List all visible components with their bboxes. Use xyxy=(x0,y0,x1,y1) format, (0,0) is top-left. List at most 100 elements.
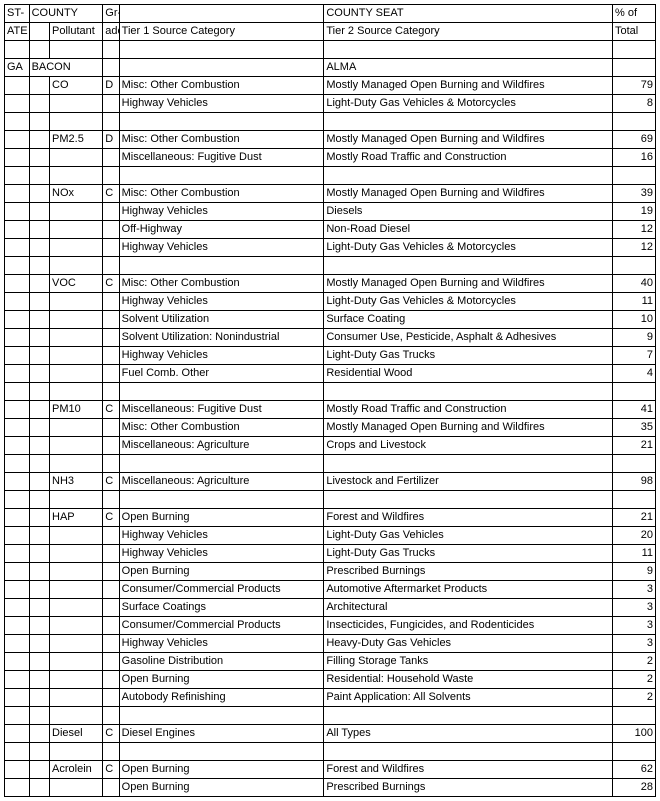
tier2-cell: Light-Duty Gas Vehicles & Motorcycles xyxy=(324,239,613,257)
tier2-cell: Forest and Wildfires xyxy=(324,761,613,779)
tier1-cell: Off-Highway xyxy=(119,221,324,239)
tier2-cell: Forest and Wildfires xyxy=(324,509,613,527)
pollutant-cell: Acrolein xyxy=(50,761,103,779)
pollutant-cell: PM2.5 xyxy=(50,131,103,149)
tier1-cell: Diesel Engines xyxy=(119,725,324,743)
tier1-cell: Open Burning xyxy=(119,509,324,527)
blank-row xyxy=(5,743,656,761)
tier2-cell: Architectural xyxy=(324,599,613,617)
data-row: Highway VehiclesLight-Duty Gas Trucks11 xyxy=(5,545,656,563)
data-row: CODMisc: Other CombustionMostly Managed … xyxy=(5,77,656,95)
tier1-cell: Open Burning xyxy=(119,761,324,779)
grade-cell: D xyxy=(103,77,119,95)
tier2-cell: Heavy-Duty Gas Vehicles xyxy=(324,635,613,653)
grade-cell: C xyxy=(103,725,119,743)
pct-cell: 7 xyxy=(612,347,655,365)
data-row: Highway VehiclesHeavy-Duty Gas Vehicles3 xyxy=(5,635,656,653)
pct-cell: 69 xyxy=(612,131,655,149)
tier2-cell: Mostly Managed Open Burning and Wildfire… xyxy=(324,131,613,149)
hdr-county: COUNTY xyxy=(29,5,103,23)
tier2-cell: Light-Duty Gas Vehicles & Motorcycles xyxy=(324,293,613,311)
tier2-cell: Mostly Road Traffic and Construction xyxy=(324,401,613,419)
tier1-cell: Open Burning xyxy=(119,779,324,797)
hdr-pct: % of xyxy=(612,5,655,23)
pct-cell: 41 xyxy=(612,401,655,419)
pct-cell: 9 xyxy=(612,563,655,581)
data-row: Open BurningPrescribed Burnings28 xyxy=(5,779,656,797)
pct-cell: 3 xyxy=(612,599,655,617)
blank-row xyxy=(5,41,656,59)
grade-cell: C xyxy=(103,275,119,293)
pct-cell: 11 xyxy=(612,293,655,311)
tier1-cell: Consumer/Commercial Products xyxy=(119,617,324,635)
tier1-cell: Highway Vehicles xyxy=(119,545,324,563)
hdr-grade: Gr- xyxy=(103,5,119,23)
data-row: Open BurningPrescribed Burnings9 xyxy=(5,563,656,581)
pct-cell: 62 xyxy=(612,761,655,779)
grade-cell: C xyxy=(103,401,119,419)
grade-cell: C xyxy=(103,509,119,527)
data-row: Consumer/Commercial ProductsAutomotive A… xyxy=(5,581,656,599)
tier1-cell: Highway Vehicles xyxy=(119,95,324,113)
tier2-cell: Prescribed Burnings xyxy=(324,779,613,797)
pct-cell: 9 xyxy=(612,329,655,347)
data-row: HAPCOpen BurningForest and Wildfires21 xyxy=(5,509,656,527)
hdr-state2: ATE xyxy=(5,23,30,41)
grade-cell: C xyxy=(103,473,119,491)
tier1-cell: Fuel Comb. Other xyxy=(119,365,324,383)
tier2-cell: Filling Storage Tanks xyxy=(324,653,613,671)
pct-cell: 39 xyxy=(612,185,655,203)
data-row: Miscellaneous: AgricultureCrops and Live… xyxy=(5,437,656,455)
county-row: GABACONALMA xyxy=(5,59,656,77)
pct-cell: 2 xyxy=(612,689,655,707)
pct-cell: 4 xyxy=(612,365,655,383)
pct-cell: 79 xyxy=(612,77,655,95)
tier1-cell: Gasoline Distribution xyxy=(119,653,324,671)
pollutant-cell: PM10 xyxy=(50,401,103,419)
blank-row xyxy=(5,113,656,131)
data-row: Highway VehiclesLight-Duty Gas Vehicles … xyxy=(5,293,656,311)
tier1-cell: Miscellaneous: Agriculture xyxy=(119,437,324,455)
tier1-cell: Surface Coatings xyxy=(119,599,324,617)
data-row: Highway VehiclesDiesels19 xyxy=(5,203,656,221)
data-row: Highway VehiclesLight-Duty Gas Vehicles … xyxy=(5,239,656,257)
grade-cell: C xyxy=(103,185,119,203)
blank-row xyxy=(5,257,656,275)
data-row: NOxCMisc: Other CombustionMostly Managed… xyxy=(5,185,656,203)
tier2-cell: Livestock and Fertilizer xyxy=(324,473,613,491)
data-row: VOCCMisc: Other CombustionMostly Managed… xyxy=(5,275,656,293)
tier2-cell: Light-Duty Gas Trucks xyxy=(324,545,613,563)
pct-cell: 35 xyxy=(612,419,655,437)
hdr-pollutant: Pollutant xyxy=(50,23,103,41)
tier2-cell: Diesels xyxy=(324,203,613,221)
pct-cell: 3 xyxy=(612,635,655,653)
hdr-tier2: Tier 2 Source Category xyxy=(324,23,613,41)
tier1-cell: Highway Vehicles xyxy=(119,203,324,221)
data-row: AcroleinCOpen BurningForest and Wildfire… xyxy=(5,761,656,779)
tier2-cell: Light-Duty Gas Vehicles & Motorcycles xyxy=(324,95,613,113)
tier2-cell: Mostly Managed Open Burning and Wildfire… xyxy=(324,419,613,437)
tier2-cell: All Types xyxy=(324,725,613,743)
data-row: Fuel Comb. OtherResidential Wood4 xyxy=(5,365,656,383)
blank-row xyxy=(5,491,656,509)
tier2-cell: Light-Duty Gas Vehicles xyxy=(324,527,613,545)
pct-cell: 11 xyxy=(612,545,655,563)
pollutant-cell: NOx xyxy=(50,185,103,203)
county-cell: BACON xyxy=(29,59,103,77)
blank-row xyxy=(5,383,656,401)
tier2-cell: Light-Duty Gas Trucks xyxy=(324,347,613,365)
pct-cell: 19 xyxy=(612,203,655,221)
pct-cell: 3 xyxy=(612,581,655,599)
pollutant-cell: CO xyxy=(50,77,103,95)
pollutant-cell: HAP xyxy=(50,509,103,527)
pct-cell: 21 xyxy=(612,509,655,527)
tier1-cell: Highway Vehicles xyxy=(119,347,324,365)
data-row: PM2.5DMisc: Other CombustionMostly Manag… xyxy=(5,131,656,149)
tier2-cell: Crops and Livestock xyxy=(324,437,613,455)
pollutant-cell: VOC xyxy=(50,275,103,293)
hdr-state: ST- xyxy=(5,5,30,23)
pct-cell: 12 xyxy=(612,221,655,239)
data-row: NH3CMiscellaneous: AgricultureLivestock … xyxy=(5,473,656,491)
tier1-cell: Highway Vehicles xyxy=(119,635,324,653)
data-row: Off-HighwayNon-Road Diesel12 xyxy=(5,221,656,239)
